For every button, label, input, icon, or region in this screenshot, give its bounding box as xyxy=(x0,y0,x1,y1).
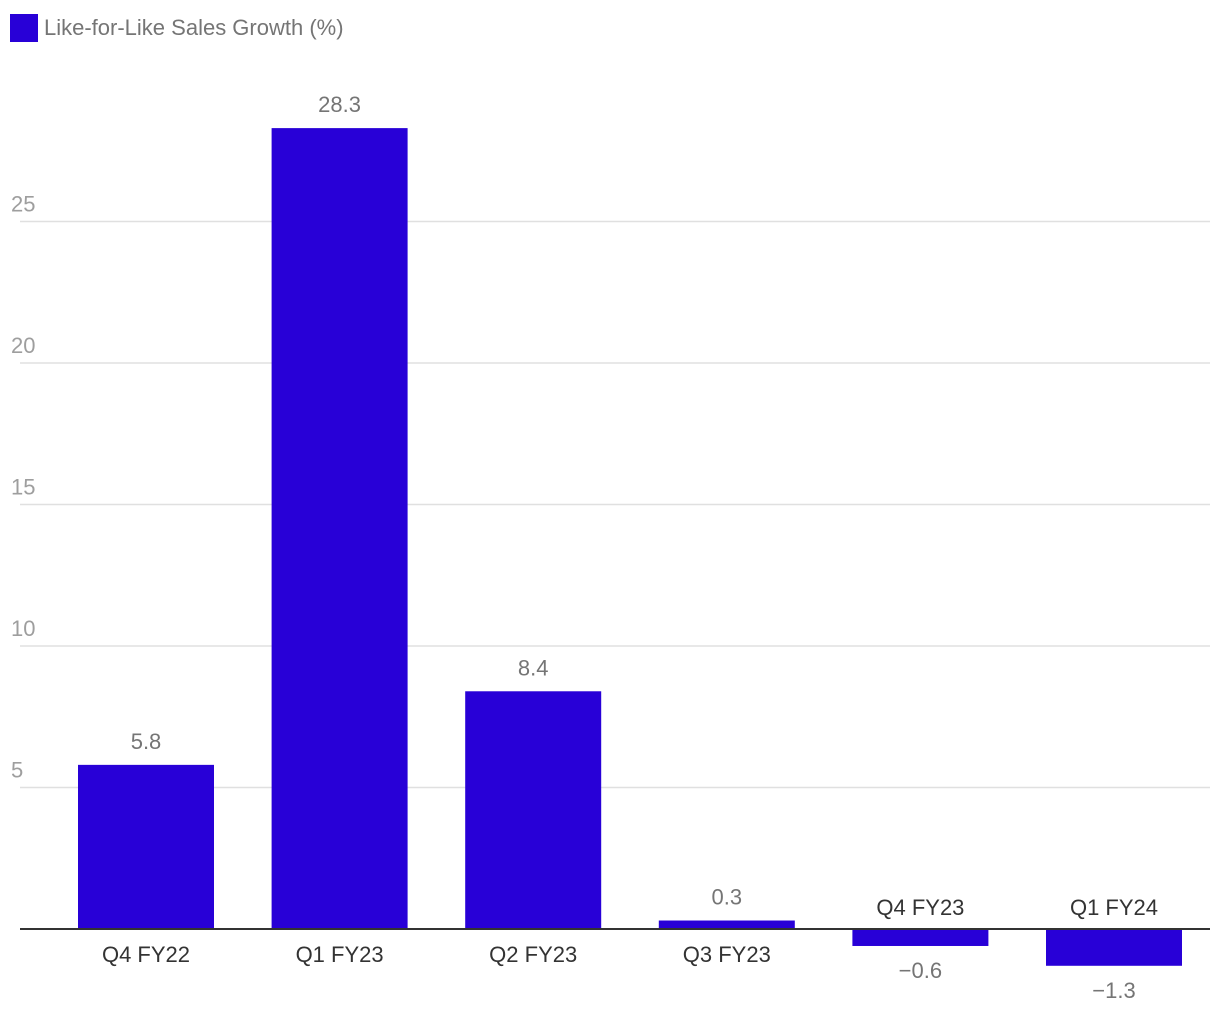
y-tick-label: 5 xyxy=(11,758,23,783)
data-label: −0.6 xyxy=(899,958,942,983)
legend-swatch xyxy=(10,14,38,42)
y-tick-label: 10 xyxy=(11,616,35,641)
data-label: 28.3 xyxy=(318,92,361,117)
y-tick-label: 20 xyxy=(11,333,35,358)
bar xyxy=(852,929,989,946)
category-label: Q2 FY23 xyxy=(489,942,577,967)
bars xyxy=(78,128,1182,966)
data-label: −1.3 xyxy=(1092,978,1135,1003)
bar xyxy=(1046,929,1182,966)
data-label: 5.8 xyxy=(131,729,162,754)
data-label: 8.4 xyxy=(518,655,549,680)
bar xyxy=(271,128,408,930)
category-label: Q4 FY22 xyxy=(102,942,190,967)
legend-label: Like-for-Like Sales Growth (%) xyxy=(44,15,344,40)
data-labels: 5.8 28.3 8.4 0.3 −0.6 −1.3 xyxy=(131,92,1136,1003)
bar xyxy=(465,691,602,929)
y-tick-label: 15 xyxy=(11,475,35,500)
category-label: Q4 FY23 xyxy=(876,895,964,920)
bar xyxy=(78,764,214,929)
data-label: 0.3 xyxy=(712,885,743,910)
y-axis-ticks: 5 10 15 20 25 xyxy=(11,192,35,783)
category-label: Q1 FY24 xyxy=(1070,895,1158,920)
gridlines xyxy=(20,220,1210,789)
category-label: Q3 FY23 xyxy=(683,942,771,967)
category-label: Q1 FY23 xyxy=(296,942,384,967)
legend: Like-for-Like Sales Growth (%) xyxy=(10,14,344,42)
y-tick-label: 25 xyxy=(11,192,35,217)
bar xyxy=(658,920,795,929)
category-labels: Q4 FY22 Q1 FY23 Q2 FY23 Q3 FY23 Q4 FY23 Q1 FY… xyxy=(102,895,1158,967)
